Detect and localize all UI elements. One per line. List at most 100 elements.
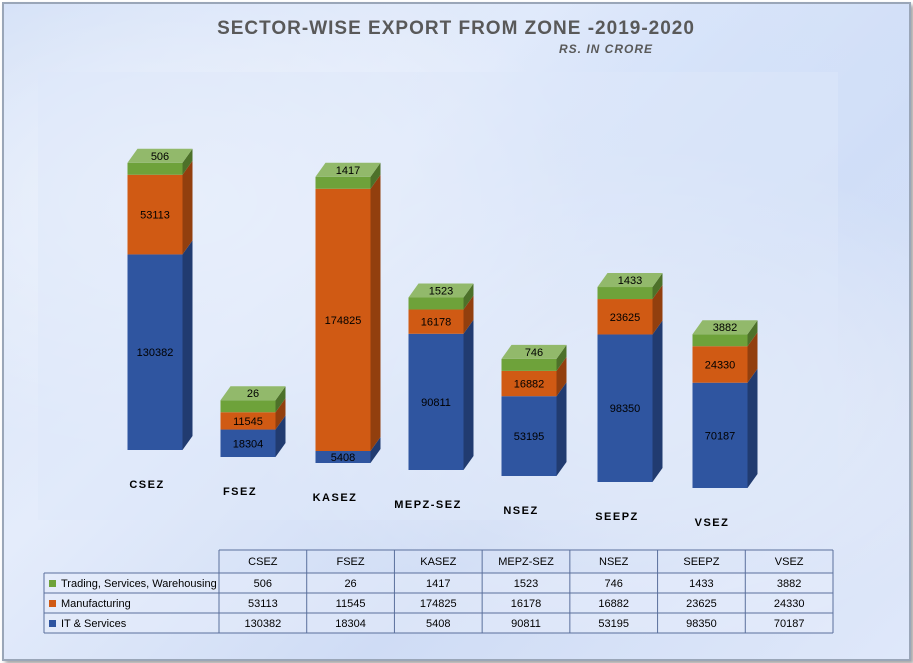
bar-fsez-top-face [220,386,286,401]
bar-nsez-trading-services-warehousing [501,358,557,371]
bar-csez-it-services-side [182,240,193,450]
table-cell-trading-services-warehousing-kasez: 1417 [426,578,450,590]
legend-key-it-services [49,620,56,627]
table-cell-manufacturing-fsez: 11545 [336,598,366,610]
table-header-seepz: SEEPZ [683,556,719,568]
data-label-fsez-trading-services-warehousing: 26 [247,388,259,400]
bar-fsez-it-services [220,429,276,457]
legend-key-manufacturing [49,600,56,607]
table-cell-it-services-nsez: 53195 [598,618,629,630]
bar-mepz-sez-trading-services-warehousing-side [463,283,474,310]
data-label-seepz-trading-services-warehousing: 1433 [618,275,642,287]
bar-fsez-trading-services-warehousing [220,400,276,413]
table-cell-manufacturing-seepz: 23625 [686,598,717,610]
legend-key-trading-services-warehousing [49,580,56,587]
table-header-csez: CSEZ [248,556,278,568]
data-label-vsez-manufacturing: 24330 [705,359,736,371]
data-table: CSEZ FSEZ KASEZ MEPZ-SEZ NSEZ SEEPZ VSEZ Tradin… [43,549,834,634]
table-cell-it-services-csez: 130382 [244,618,281,630]
table-cell-it-services-mepz-sez: 90811 [511,618,541,630]
table-header-fsez: FSEZ [337,556,365,568]
data-label-fsez-it-services: 18304 [233,438,264,450]
bar-mepz-sez-manufacturing-side [463,295,474,334]
data-label-kasez-it-services: 5408 [331,452,355,464]
table-cell-trading-services-warehousing-fsez: 26 [344,578,356,590]
category-label-kasez: KASEZ [313,492,358,504]
data-label-csez-it-services: 130382 [137,347,174,359]
bar-csez-top-face [127,148,193,163]
category-label-fsez: FSEZ [223,486,257,498]
bar-seepz-trading-services-warehousing [597,287,653,300]
bar-seepz-manufacturing [597,299,653,335]
category-label-nsez: NSEZ [503,505,538,517]
data-label-mepz-sez-it-services: 90811 [421,397,451,409]
table-cell-trading-services-warehousing-vsez: 3882 [777,578,801,590]
bar-fsez-trading-services-warehousing-side [275,386,286,413]
bar-csez-it-services [127,254,183,450]
table-cell-manufacturing-csez: 53113 [248,598,278,610]
table-cell-it-services-seepz: 98350 [686,618,717,630]
data-label-nsez-manufacturing: 16882 [514,379,545,391]
bar-stack-csez: 130382 53113 506 [127,148,193,450]
table-cell-trading-services-warehousing-seepz: 1433 [689,578,713,590]
bar-nsez-it-services [501,396,557,476]
bar-kasez-manufacturing-side [370,174,381,451]
bar-stack-mepz-sez: 90811 16178 1523 [408,283,474,470]
bar-kasez-it-services-side [370,437,381,463]
data-label-seepz-it-services: 98350 [610,403,641,415]
bar-vsez-manufacturing [692,346,748,383]
legend-label-manufacturing: Manufacturing [61,598,131,610]
bar-kasez-top-face [315,162,381,177]
legend-label-trading-services-warehousing: Trading, Services, Warehousing [61,578,217,590]
table-cell-manufacturing-vsez: 24330 [774,598,805,610]
data-label-kasez-manufacturing: 174825 [325,315,362,327]
legend-label-it-services: IT & Services [61,618,127,630]
table-cell-manufacturing-nsez: 16882 [598,598,629,610]
table-cell-trading-services-warehousing-csez: 506 [254,578,272,590]
category-label-vsez: VSEZ [695,517,730,529]
bar-seepz-manufacturing-side [652,285,663,335]
data-label-nsez-trading-services-warehousing: 746 [525,347,543,359]
data-label-mepz-sez-manufacturing: 16178 [421,317,452,329]
category-label-seepz: SEEPZ [595,511,639,523]
bar-stack-nsez: 53195 16882 746 [501,344,567,476]
bar-seepz-it-services-side [652,320,663,482]
bar-fsez-manufacturing-side [275,398,286,430]
category-labels: CSEZ FSEZ KASEZ MEPZ-SEZ NSEZ SEEPZ VSEZ [129,479,730,529]
bar-nsez-manufacturing-side [556,356,567,397]
bar-vsez-manufacturing-side [747,332,758,383]
table-cell-manufacturing-kasez: 174825 [420,598,457,610]
bar-vsez-trading-services-warehousing [692,334,748,347]
bar-fsez-manufacturing [220,412,276,430]
table-cell-manufacturing-mepz-sez: 16178 [511,598,542,610]
table-header-kasez: KASEZ [420,556,456,568]
bar-kasez-trading-services-warehousing-side [370,162,381,189]
table-header-nsez: NSEZ [599,556,629,568]
bar-nsez-manufacturing [501,370,557,397]
table-header-mepz-sez: MEPZ-SEZ [498,556,554,568]
data-label-kasez-trading-services-warehousing: 1417 [336,165,360,177]
bar-mepz-sez-top-face [408,283,474,298]
bar-seepz-top-face [597,273,663,288]
bar-stack-fsez: 18304 11545 26 [220,386,286,457]
bar-stack-kasez: 5408 174825 1417 [315,162,381,464]
bar-stack-seepz: 98350 23625 1433 [597,273,663,482]
table-cell-trading-services-warehousing-mepz-sez: 1523 [514,578,538,590]
bar-csez-trading-services-warehousing [127,162,183,175]
bar-seepz-trading-services-warehousing-side [652,273,663,300]
chart-subtitle: RS. IN CRORE [559,42,653,56]
data-label-vsez-trading-services-warehousing: 3882 [713,322,737,334]
bar-nsez-it-services-side [556,382,567,476]
bar-vsez-it-services [692,382,748,488]
bar-mepz-sez-manufacturing [408,309,464,334]
bar-vsez-it-services-side [747,368,758,488]
bar-mepz-sez-it-services [408,333,464,470]
data-label-csez-manufacturing: 53113 [140,210,170,222]
data-table-body-bg [44,573,833,633]
data-label-mepz-sez-trading-services-warehousing: 1523 [429,286,453,298]
data-label-fsez-manufacturing: 11545 [233,416,263,428]
category-label-mepz-sez: MEPZ-SEZ [394,499,462,511]
bar-mepz-sez-it-services-side [463,319,474,470]
data-label-nsez-it-services: 53195 [514,431,545,443]
